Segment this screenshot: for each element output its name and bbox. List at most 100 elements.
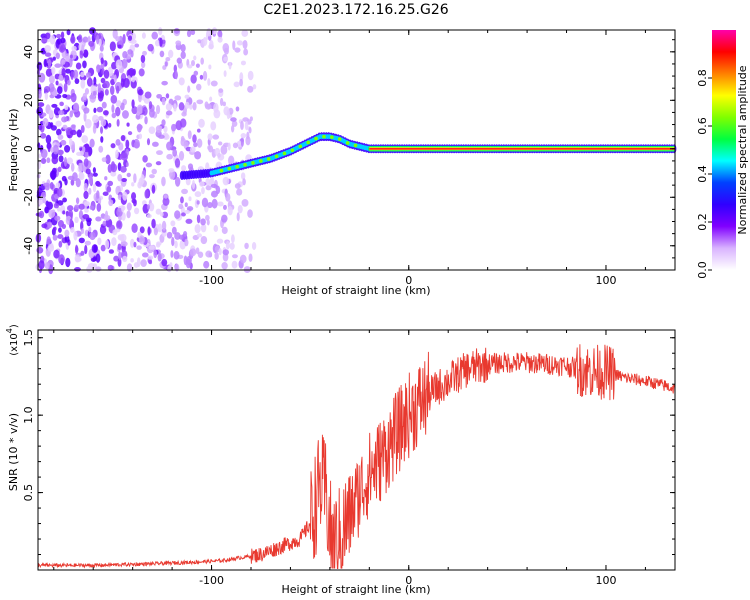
heatmap-cell: [201, 186, 205, 195]
heatmap-cell: [197, 39, 202, 44]
heatmap-cell: [172, 148, 178, 157]
heatmap-cell: [93, 107, 97, 114]
heatmap-cell: [131, 223, 138, 234]
heatmap-cell: [174, 28, 180, 34]
heatmap-y-axis-label: Frequency (Hz): [7, 109, 20, 192]
heatmap-cell: [163, 125, 168, 133]
heatmap-cell: [104, 239, 110, 250]
heatmap-cell: [214, 251, 219, 260]
heatmap-cell: [47, 143, 51, 153]
heatmap-cell: [117, 243, 122, 251]
heatmap-cell: [223, 56, 229, 62]
heatmap-cell: [100, 118, 107, 127]
heatmap-cell: [193, 70, 199, 76]
heatmap-cell: [99, 225, 107, 235]
heatmap-cell: [116, 207, 123, 217]
heatmap-cell: [126, 122, 130, 127]
heatmap-cell: [142, 106, 148, 116]
heatmap-cell: [148, 245, 155, 250]
heatmap-cell: [37, 102, 45, 108]
heatmap-cell: [70, 226, 75, 233]
heatmap-cell: [193, 142, 198, 148]
heatmap-cell: [234, 47, 241, 53]
heatmap-cell: [227, 142, 231, 151]
heatmap-cell: [136, 124, 143, 131]
heatmap-cell: [192, 102, 197, 111]
heatmap-cell: [249, 116, 253, 122]
heatmap-cell: [112, 229, 118, 236]
heatmap-cell: [231, 260, 238, 269]
ridge-peak: [274, 154, 279, 159]
heatmap-cell: [101, 101, 107, 109]
heatmap-cell: [187, 85, 191, 93]
heatmap-cell: [55, 52, 60, 60]
heatmap-cell: [122, 255, 128, 263]
heatmap-cell: [147, 255, 154, 260]
heatmap-cell: [133, 173, 137, 184]
heatmap-cell: [83, 112, 87, 122]
heatmap-cell: [88, 187, 92, 195]
heatmap-cell: [60, 31, 65, 39]
heatmap-cell: [95, 266, 102, 272]
heatmap-cell: [221, 214, 228, 223]
heatmap-cell: [190, 146, 196, 153]
heatmap-cell: [86, 219, 92, 227]
heatmap-cell: [43, 182, 50, 187]
heatmap-cell: [171, 236, 175, 247]
heatmap-cell: [59, 101, 64, 107]
heatmap-cell: [132, 68, 136, 76]
heatmap-cell: [198, 118, 205, 128]
heatmap-cell: [158, 134, 165, 139]
scale-suffix: ): [9, 324, 20, 328]
heatmap-cell: [100, 136, 104, 143]
heatmap-cell: [69, 218, 73, 228]
chart-title: C2E1.2023.172.16.25.G26: [263, 2, 448, 18]
heatmap-cell: [231, 234, 235, 243]
heatmap-cell: [149, 108, 155, 118]
heatmap-cell: [105, 154, 111, 165]
heatmap-cell: [219, 97, 224, 107]
heatmap-cell: [140, 54, 146, 63]
heatmap-cell: [162, 197, 170, 206]
heatmap-cell: [125, 161, 129, 167]
heatmap-cell: [205, 214, 210, 221]
heatmap-cell: [64, 229, 70, 237]
heatmap-cell: [70, 92, 77, 103]
heatmap-y-tick-label: 20: [22, 93, 35, 107]
heatmap-cell: [56, 33, 62, 39]
heatmap-cell: [83, 190, 89, 200]
snr-panel: -100 0 100 0.5 1.0 1.5 Height of straight li…: [5, 324, 676, 596]
heatmap-cell: [152, 141, 159, 147]
heatmap-cell: [217, 201, 224, 207]
heatmap-cell: [251, 241, 257, 250]
heatmap-cell: [141, 32, 146, 39]
heatmap-cell: [237, 204, 243, 214]
heatmap-cell: [197, 251, 204, 258]
heatmap-cell: [241, 199, 249, 207]
heatmap-cell: [225, 240, 230, 250]
heatmap-cell: [217, 36, 223, 43]
heatmap-cell: [248, 126, 252, 134]
heatmap-cell: [53, 249, 60, 259]
heatmap-cell: [52, 144, 59, 155]
heatmap-cell: [144, 91, 152, 99]
heatmap-cell: [115, 100, 122, 107]
heatmap-cell: [202, 37, 208, 46]
heatmap-cell: [153, 227, 158, 236]
heatmap-cell: [147, 43, 154, 52]
heatmap-cell: [161, 176, 166, 187]
heatmap-cell: [241, 29, 249, 37]
ridge-peak: [266, 157, 271, 161]
heatmap-cell: [159, 37, 163, 47]
heatmap-cell: [96, 190, 100, 199]
heatmap-cell: [140, 259, 147, 267]
heatmap-cell: [54, 63, 62, 68]
heatmap-cell: [103, 214, 111, 221]
heatmap-cell: [239, 254, 247, 264]
snr-y-tick-label: 0.5: [22, 484, 35, 502]
heatmap-cell: [148, 259, 153, 265]
heatmap-cell: [55, 182, 61, 189]
heatmap-cell: [142, 155, 148, 163]
heatmap-cell: [196, 214, 201, 224]
heatmap-cell: [166, 231, 173, 239]
